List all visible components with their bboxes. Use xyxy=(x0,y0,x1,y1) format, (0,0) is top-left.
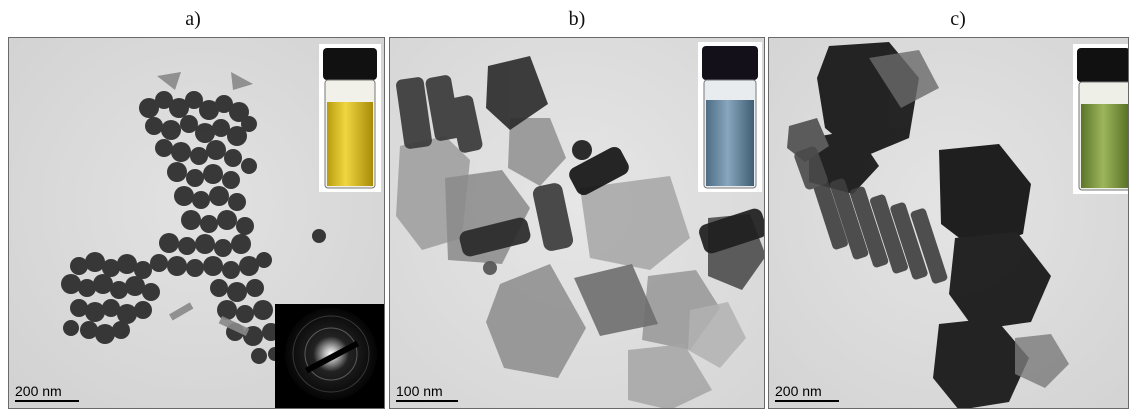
vial-photo-a xyxy=(319,44,381,192)
vial-photo-b xyxy=(698,42,762,192)
tem-image-panel-b: 100 nm xyxy=(389,37,765,409)
scale-bar-b-label: 100 nm xyxy=(396,383,443,399)
tem-micrograph-b xyxy=(390,38,764,408)
tem-image-panel-a: 200 nm xyxy=(8,37,385,409)
scale-bar-c: 200 nm xyxy=(775,383,839,402)
panel-c-label: c) xyxy=(950,8,966,30)
scale-bar-a-line xyxy=(15,400,79,402)
tem-image-panel-c: 200 nm xyxy=(768,37,1129,409)
diffraction-pattern-inset xyxy=(275,304,384,408)
tem-micrograph-c xyxy=(769,38,1128,408)
scale-bar-b-line xyxy=(396,400,458,402)
panel-a-label: a) xyxy=(185,8,201,30)
panel-b-label: b) xyxy=(568,8,586,30)
scale-bar-b: 100 nm xyxy=(396,383,458,402)
vial-photo-c xyxy=(1073,44,1128,194)
scale-bar-c-line xyxy=(775,400,839,402)
scale-bar-a: 200 nm xyxy=(15,383,79,402)
tem-micrograph-a xyxy=(9,38,384,408)
scale-bar-c-label: 200 nm xyxy=(775,383,822,399)
scale-bar-a-label: 200 nm xyxy=(15,383,62,399)
